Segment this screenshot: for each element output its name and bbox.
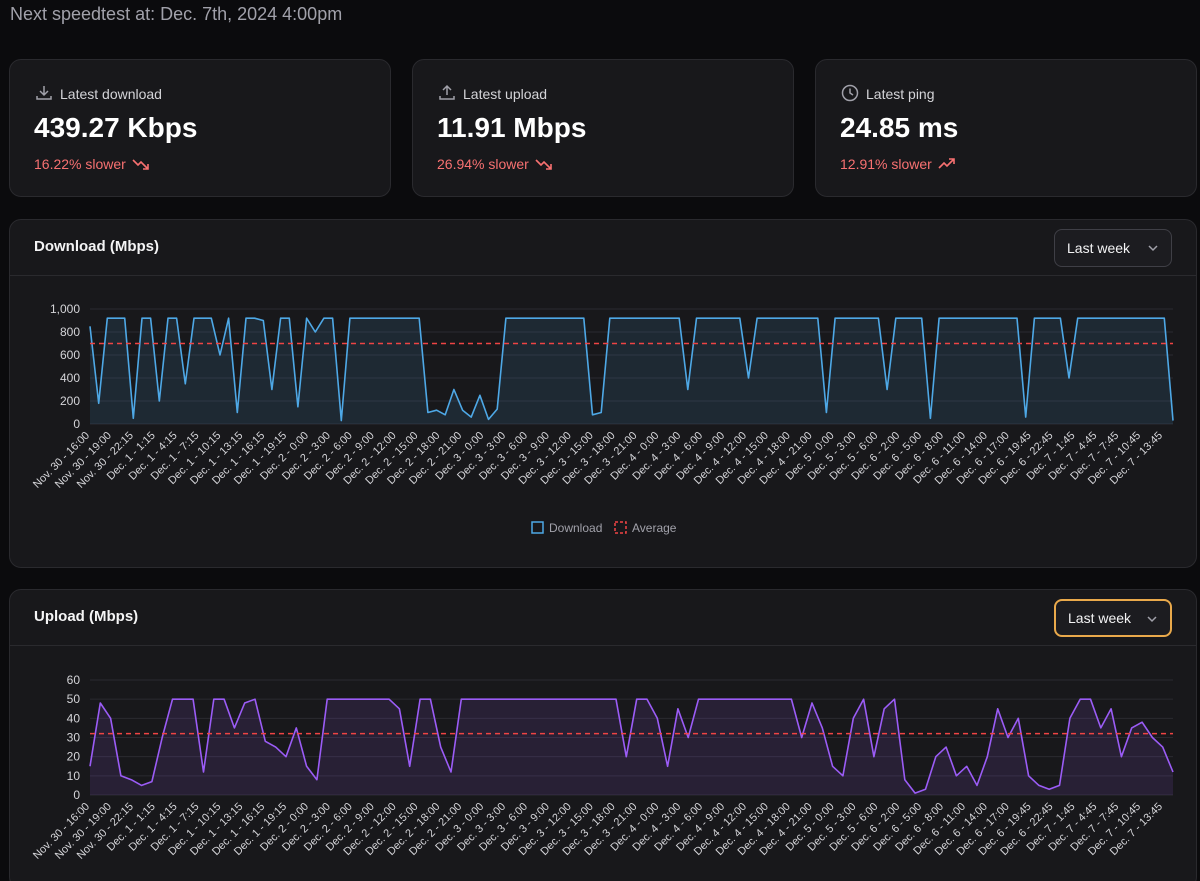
latest-download-card: Latest download 439.27 Kbps 16.22% slowe… [9,59,391,197]
panel-divider [10,275,1196,276]
stat-label: Latest upload [463,86,548,102]
trend-down-icon [535,159,552,170]
download-icon [36,86,52,100]
y-tick-label: 30 [67,731,81,745]
select-value: Last week [1068,610,1132,626]
y-tick-label: 800 [60,325,80,339]
select-value: Last week [1067,240,1131,256]
y-tick-label: 0 [73,417,80,431]
y-tick-label: 200 [60,394,80,408]
stat-change: 12.91% slower [840,156,956,172]
y-tick-label: 20 [67,750,81,764]
download-chart-panel: Download (Mbps) Last week 0 200 400 600 800 1… [9,219,1197,568]
y-tick-label: 400 [60,371,80,385]
download-range-select[interactable]: Last week [1054,229,1172,267]
stat-value: 11.91 Mbps [437,112,587,143]
stat-change: 16.22% slower [34,156,150,172]
stat-change: 26.94% slower [437,156,553,172]
chevron-down-icon [1147,616,1157,623]
series-line [89,317,1174,422]
legend-label-average: Average [632,521,677,535]
chevron-down-icon [1148,245,1158,252]
series-line [89,698,1174,794]
stat-label: Latest download [60,86,162,102]
upload-range-select[interactable]: Last week [1054,599,1172,637]
latest-ping-card: Latest ping 24.85 ms 12.91% slower [815,59,1197,197]
stat-change-text: 26.94% slower [437,156,529,172]
series-area [90,699,1173,795]
clock-icon [841,84,859,102]
upload-chart-panel: Upload (Mbps) Last week 0 10 20 30 40 50 60 Nov… [9,589,1197,881]
y-tick-label: 10 [67,769,81,783]
stat-value: 24.85 ms [840,112,959,143]
next-speedtest-label: Next speedtest at: Dec. 7th, 2024 4:00pm [10,4,343,24]
trend-down-icon [132,159,149,170]
y-tick-label: 50 [67,692,81,706]
stat-change-text: 12.91% slower [840,156,932,172]
series-area [90,318,1173,424]
stat-value: 439.27 Kbps [34,112,198,143]
legend-swatch-download [531,521,544,534]
upload-chart-title: Upload (Mbps) [34,608,139,625]
y-tick-label: 60 [67,673,81,687]
legend-label-download: Download [549,521,602,535]
stat-label: Latest ping [866,86,935,102]
trend-up-icon [938,158,955,169]
stat-change-text: 16.22% slower [34,156,126,172]
latest-upload-card: Latest upload 11.91 Mbps 26.94% slower [412,59,794,197]
y-tick-label: 600 [60,348,80,362]
panel-divider [10,645,1196,646]
y-tick-label: 0 [73,788,80,802]
y-tick-label: 40 [67,711,81,725]
upload-icon [439,84,455,100]
download-chart-title: Download (Mbps) [34,238,159,255]
y-tick-label: 1,000 [50,302,80,316]
legend-swatch-average [614,521,627,534]
